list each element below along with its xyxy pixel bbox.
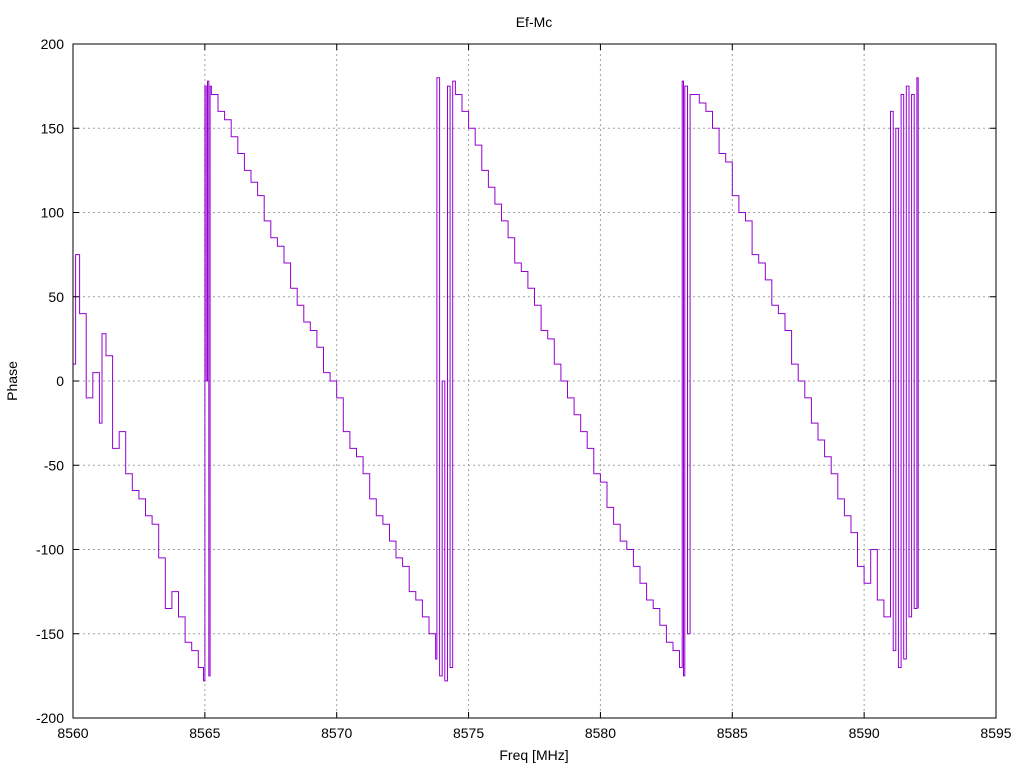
y-tick-label: -100 [36, 542, 64, 558]
x-tick-label: 8565 [189, 725, 220, 741]
chart-title: Ef-Mc [516, 14, 553, 30]
x-tick-label: 8580 [585, 725, 616, 741]
x-tick-label: 8590 [849, 725, 880, 741]
y-tick-label: 100 [41, 205, 65, 221]
y-tick-label: 150 [41, 120, 65, 136]
x-tick-label: 8560 [57, 725, 88, 741]
x-axis-label: Freq [MHz] [499, 747, 568, 763]
y-tick-label: -50 [44, 457, 64, 473]
y-tick-label: 200 [41, 36, 65, 52]
y-axis-label: Phase [4, 361, 20, 401]
ticks: 8560 8565 8570 8575 8580 8585 8590 8595 -200 -150… [36, 36, 1012, 741]
y-tick-label: -200 [36, 710, 64, 726]
x-tick-label: 8575 [453, 725, 484, 741]
y-tick-label: 0 [56, 373, 64, 389]
x-tick-label: 8585 [717, 725, 748, 741]
y-tick-label: 50 [48, 289, 64, 305]
x-tick-label: 8570 [321, 725, 352, 741]
y-tick-label: -150 [36, 626, 64, 642]
x-tick-label: 8595 [980, 725, 1011, 741]
series-line-ef-mc [73, 77, 919, 682]
grid [73, 44, 996, 718]
